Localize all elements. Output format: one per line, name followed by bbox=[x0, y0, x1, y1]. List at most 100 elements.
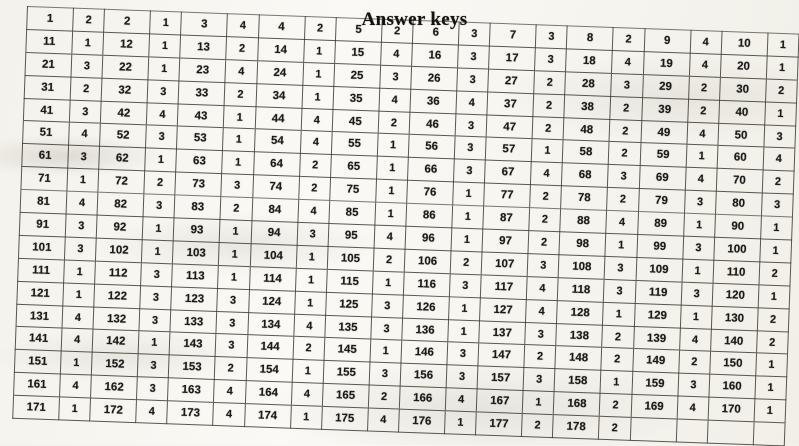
question-number-cell: 98 bbox=[559, 231, 607, 257]
answer-value-cell: 3 bbox=[379, 64, 412, 89]
question-number-cell: 35 bbox=[332, 86, 380, 111]
answer-value-cell: 1 bbox=[764, 101, 797, 126]
question-number-cell: 125 bbox=[325, 292, 373, 317]
answer-value-cell: 1 bbox=[376, 156, 409, 181]
answer-key-table-body: 1 2 2 1 3 4 4 2 5 2 6 3 7 3 8 2 9 4 10 1 11 1 12 1 13 2 14 1 15 4 16 3 1… bbox=[12, 6, 799, 446]
question-number-cell: 163 bbox=[167, 378, 215, 403]
answer-value-cell: 2 bbox=[687, 98, 720, 123]
answer-value-cell: 1 bbox=[759, 238, 792, 263]
answer-value-cell: 4 bbox=[373, 225, 406, 250]
answer-value-cell: 1 bbox=[223, 105, 256, 130]
question-number-cell: 45 bbox=[331, 109, 379, 134]
question-number-cell: 41 bbox=[23, 98, 71, 123]
question-number-cell: 67 bbox=[484, 160, 532, 185]
answer-value-cell: 4 bbox=[367, 408, 400, 433]
question-number-cell: 61 bbox=[21, 143, 69, 169]
answer-value-cell: 1 bbox=[372, 270, 405, 295]
answer-value-cell: 3 bbox=[453, 159, 486, 184]
answer-value-cell: 4 bbox=[299, 130, 332, 155]
answer-value-cell: 4 bbox=[689, 30, 722, 55]
question-number-cell: 157 bbox=[477, 366, 524, 391]
answer-value-cell: 1 bbox=[757, 284, 790, 309]
question-number-cell: 14 bbox=[257, 37, 305, 63]
answer-value-cell: 2 bbox=[678, 350, 711, 375]
answer-value-cell: 2 bbox=[606, 187, 639, 212]
question-number-cell: 54 bbox=[253, 129, 301, 154]
question-number-cell: 153 bbox=[168, 355, 216, 380]
answer-value-cell: 1 bbox=[683, 213, 716, 238]
question-number-cell: 77 bbox=[483, 183, 531, 208]
answer-value-cell: 1 bbox=[221, 150, 254, 175]
answer-value-cell: 3 bbox=[139, 308, 172, 333]
answer-value-cell: 3 bbox=[216, 311, 249, 336]
answer-value-cell: 1 bbox=[217, 265, 250, 290]
question-number-cell: 69 bbox=[638, 165, 686, 191]
answer-value-cell: 1 bbox=[303, 39, 336, 64]
answer-value-cell: 1 bbox=[451, 204, 484, 229]
question-number-cell: 23 bbox=[179, 57, 227, 83]
question-number-cell: 175 bbox=[321, 406, 369, 431]
scan-tilted-sheet: 1 2 2 1 3 4 4 2 5 2 6 3 7 3 8 2 9 4 10 1 11 1 12 1 13 2 14 1 15 4 16 3 1… bbox=[12, 6, 799, 446]
answer-value-cell: 4 bbox=[679, 327, 712, 352]
question-number-cell: 29 bbox=[642, 74, 689, 99]
question-number-cell: 162 bbox=[90, 375, 138, 400]
question-number-cell: 116 bbox=[403, 271, 451, 297]
question-number-cell: 129 bbox=[633, 303, 681, 328]
answer-value-cell: 3 bbox=[684, 190, 716, 215]
question-number-cell: 87 bbox=[482, 206, 530, 231]
question-number-cell: 51 bbox=[22, 120, 70, 146]
answer-value-cell: 3 bbox=[147, 79, 180, 104]
question-number-cell bbox=[629, 417, 677, 443]
answer-value-cell: 1 bbox=[760, 216, 793, 241]
question-number-cell: 76 bbox=[406, 180, 454, 205]
answer-value-cell: 4 bbox=[445, 387, 478, 412]
answer-value-cell: 2 bbox=[599, 393, 632, 418]
question-number-cell: 166 bbox=[399, 386, 447, 411]
question-number-cell: 109 bbox=[635, 257, 683, 282]
question-number-cell: 53 bbox=[176, 126, 224, 151]
question-number-cell: 75 bbox=[329, 177, 377, 203]
question-number-cell: 16 bbox=[411, 43, 459, 68]
question-number-cell: 164 bbox=[244, 380, 292, 406]
question-number-cell: 137 bbox=[478, 320, 526, 345]
question-number-cell: 161 bbox=[13, 372, 61, 398]
question-number-cell: 42 bbox=[100, 100, 148, 126]
question-number-cell: 173 bbox=[167, 400, 214, 426]
answer-value-cell: 2 bbox=[765, 78, 798, 103]
answer-value-cell: 2 bbox=[528, 207, 561, 232]
answer-value-cell: 3 bbox=[449, 273, 482, 298]
answer-value-cell: 1 bbox=[144, 148, 177, 173]
question-number-cell: 100 bbox=[713, 237, 761, 262]
question-number-cell: 74 bbox=[252, 174, 300, 200]
question-number-cell: 17 bbox=[488, 45, 536, 71]
answer-value-cell: 1 bbox=[753, 399, 786, 424]
question-number-cell: 142 bbox=[92, 329, 140, 355]
question-number-cell: 160 bbox=[708, 374, 756, 400]
answer-value-cell: 3 bbox=[607, 164, 640, 189]
answer-value-cell: 1 bbox=[295, 245, 328, 270]
question-number-cell: 130 bbox=[711, 305, 758, 331]
question-number-cell: 177 bbox=[475, 411, 523, 437]
question-number-cell: 108 bbox=[558, 254, 606, 280]
answer-value-cell: 2 bbox=[688, 76, 721, 100]
answer-value-cell: 3 bbox=[139, 285, 172, 310]
question-number-cell: 105 bbox=[327, 246, 374, 271]
answer-value-cell bbox=[675, 419, 708, 444]
question-number-cell: 138 bbox=[555, 323, 603, 348]
answer-value-cell: 4 bbox=[59, 374, 92, 399]
answer-value-cell: 2 bbox=[758, 261, 791, 286]
answer-value-cell: 3 bbox=[136, 376, 169, 401]
question-number-cell: 99 bbox=[636, 234, 684, 260]
question-number-cell: 15 bbox=[334, 40, 382, 65]
answer-value-cell: 4 bbox=[525, 299, 558, 324]
question-number-cell: 64 bbox=[253, 152, 300, 177]
answer-value-cell: 3 bbox=[371, 293, 404, 318]
question-number-cell: 56 bbox=[408, 134, 456, 160]
answer-value-cell: 1 bbox=[290, 405, 323, 430]
question-number-cell: 91 bbox=[19, 212, 67, 237]
question-number-cell: 115 bbox=[326, 269, 373, 294]
answer-value-cell: 1 bbox=[62, 282, 95, 307]
question-number-cell: 169 bbox=[630, 394, 678, 420]
question-number-cell: 155 bbox=[322, 360, 370, 386]
answer-value-cell: 1 bbox=[291, 359, 324, 384]
